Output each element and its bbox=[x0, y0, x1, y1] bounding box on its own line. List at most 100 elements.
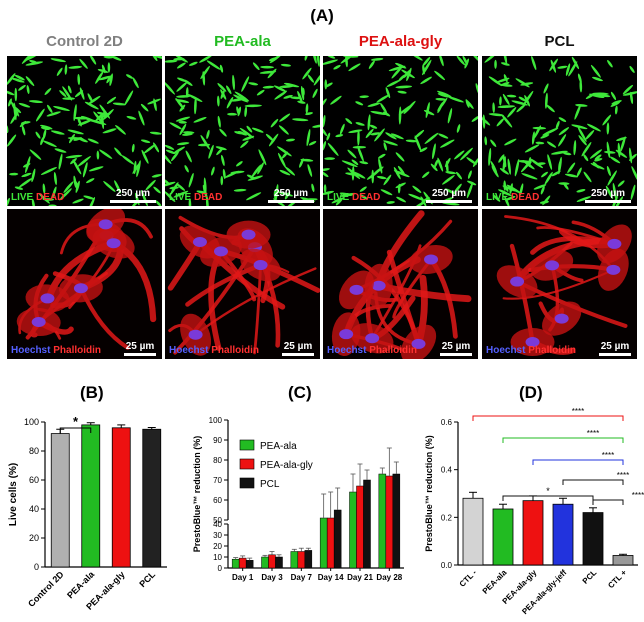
cytoskeleton-stain-label: Hoechst Phalloidin bbox=[327, 345, 417, 356]
dead-stain-text: DEAD bbox=[33, 192, 65, 203]
phalloidin-stain-text: Phalloidin bbox=[366, 345, 418, 356]
scale-bar-label: 250 µm bbox=[273, 188, 309, 199]
legend-swatch bbox=[239, 458, 255, 470]
scale-bar-250um: 250 µm bbox=[426, 188, 472, 203]
scale-bar-label: 250 µm bbox=[431, 188, 467, 199]
live-stain-text: LIVE bbox=[327, 192, 350, 203]
cytoskeleton-micrograph-2: Hoechst Phalloidin 25 µm bbox=[165, 209, 320, 359]
y-tick-label: 0 bbox=[34, 562, 39, 572]
significance-label: **** bbox=[602, 451, 614, 460]
scale-bar-25um: 25 µm bbox=[282, 341, 314, 356]
bar bbox=[356, 485, 364, 569]
x-tick-label: PEA-ala bbox=[481, 568, 509, 596]
y-tick-label: 0.0 bbox=[441, 561, 453, 570]
bar bbox=[392, 473, 401, 569]
y-tick-label: 0.6 bbox=[441, 418, 453, 427]
live-dead-stain-label: LIVE DEAD bbox=[11, 192, 64, 203]
x-tick-label: Control 2D bbox=[26, 569, 66, 609]
y-tick-label: 100 bbox=[24, 417, 39, 427]
bar bbox=[349, 491, 357, 569]
scale-bar-250um: 250 µm bbox=[110, 188, 156, 203]
scale-bar-line bbox=[110, 200, 156, 203]
legend-label: PCL bbox=[260, 479, 280, 490]
x-tick-label: Day 28 bbox=[376, 573, 402, 582]
bar bbox=[275, 556, 283, 569]
phalloidin-stain-text: Phalloidin bbox=[525, 345, 577, 356]
live-dead-stain-label: LIVE DEAD bbox=[169, 192, 222, 203]
panel-label-b: (B) bbox=[80, 383, 104, 402]
scale-bar-line bbox=[585, 200, 631, 203]
scale-bar-line bbox=[440, 353, 472, 356]
scale-bar-25um: 25 µm bbox=[599, 341, 631, 356]
significance-bracket bbox=[502, 437, 624, 443]
scale-bar-250um: 250 µm bbox=[585, 188, 631, 203]
dead-stain-text: DEAD bbox=[191, 192, 223, 203]
bar bbox=[238, 557, 247, 569]
panel-label-d: (D) bbox=[519, 383, 543, 402]
cytoskeleton-stain-label: Hoechst Phalloidin bbox=[11, 345, 101, 356]
y-tick-label: 50 bbox=[213, 516, 222, 525]
panel-label-c: (C) bbox=[288, 383, 312, 402]
bar bbox=[319, 517, 328, 569]
y-tick-label: 20 bbox=[213, 542, 222, 551]
bar bbox=[268, 554, 276, 569]
phalloidin-stain-text: Phalloidin bbox=[50, 345, 102, 356]
y-tick-label: 10 bbox=[213, 553, 222, 562]
scale-bar-label: 25 µm bbox=[125, 341, 155, 352]
scale-bar-label: 250 µm bbox=[115, 188, 151, 199]
bar bbox=[522, 500, 544, 566]
significance-label: **** bbox=[587, 429, 599, 438]
live-dead-stain-label: LIVE DEAD bbox=[486, 192, 539, 203]
y-tick-label: 30 bbox=[213, 531, 222, 540]
scale-bar-25um: 25 µm bbox=[124, 341, 156, 356]
live-dead-micrograph-1: LIVE DEAD 250 µm bbox=[7, 56, 162, 206]
y-tick-label: 80 bbox=[29, 446, 39, 456]
x-tick-label: PCL bbox=[137, 569, 157, 589]
y-tick-label: 0.4 bbox=[441, 466, 453, 475]
column-title-pea-ala-gly: PEA-ala-gly bbox=[358, 33, 443, 50]
panel-label-a: (A) bbox=[310, 6, 334, 25]
x-tick-label: CTL - bbox=[458, 568, 479, 589]
y-tick-label: 60 bbox=[29, 475, 39, 485]
significance-bracket bbox=[59, 427, 92, 433]
scale-bar-label: 25 µm bbox=[600, 341, 630, 352]
column-title-pcl: PCL bbox=[544, 33, 575, 50]
scale-bar-line bbox=[124, 353, 156, 356]
significance-bracket bbox=[472, 415, 624, 421]
y-tick-label: 70 bbox=[213, 476, 222, 485]
column-title-control-2d: Control 2D bbox=[46, 33, 123, 50]
live-dead-micrograph-4: LIVE DEAD 250 µm bbox=[482, 56, 637, 206]
scale-bar-250um: 250 µm bbox=[268, 188, 314, 203]
y-tick-label: 0.2 bbox=[441, 513, 453, 522]
y-tick-label: 60 bbox=[213, 496, 222, 505]
live-stain-text: LIVE bbox=[11, 192, 34, 203]
bar bbox=[290, 551, 299, 569]
y-tick-label: 20 bbox=[29, 533, 39, 543]
bar bbox=[81, 424, 101, 568]
y-tick-label: 40 bbox=[213, 520, 222, 529]
scale-bar-25um: 25 µm bbox=[440, 341, 472, 356]
bar bbox=[297, 551, 306, 569]
scale-bar-line bbox=[426, 200, 472, 203]
cytoskeleton-micrograph-3: Hoechst Phalloidin 25 µm bbox=[323, 209, 478, 359]
cytoskeleton-stain-label: Hoechst Phalloidin bbox=[169, 345, 259, 356]
bar bbox=[582, 512, 604, 566]
significance-label: **** bbox=[572, 407, 584, 416]
live-stain-text: LIVE bbox=[169, 192, 192, 203]
scale-bar-line bbox=[282, 353, 314, 356]
scale-bar-label: 25 µm bbox=[441, 341, 471, 352]
x-tick-label: Day 1 bbox=[232, 573, 254, 582]
dead-stain-text: DEAD bbox=[349, 192, 381, 203]
bar bbox=[50, 433, 70, 568]
scale-bar-line bbox=[599, 353, 631, 356]
scale-bar-label: 25 µm bbox=[283, 341, 313, 352]
x-tick-label: Day 7 bbox=[291, 573, 313, 582]
bar bbox=[231, 558, 240, 569]
y-axis-label: Live cells (%) bbox=[8, 463, 19, 526]
y-axis-label: PrestoBlue™ reduction (%) bbox=[424, 435, 434, 552]
bar bbox=[612, 555, 634, 566]
bar bbox=[363, 479, 371, 569]
live-dead-stain-label: LIVE DEAD bbox=[327, 192, 380, 203]
bar bbox=[462, 497, 484, 566]
